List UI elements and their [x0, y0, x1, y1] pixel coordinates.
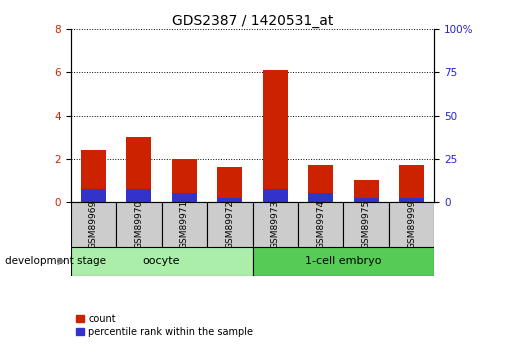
Bar [172, 159, 197, 202]
Text: GSM89974: GSM89974 [316, 200, 325, 249]
Legend: count, percentile rank within the sample: count, percentile rank within the sample [76, 314, 253, 337]
Bar [308, 193, 333, 202]
Bar [263, 189, 288, 202]
Bar [217, 197, 242, 202]
Text: GSM89971: GSM89971 [180, 200, 189, 249]
Bar [207, 202, 252, 247]
Title: GDS2387 / 1420531_at: GDS2387 / 1420531_at [172, 14, 333, 28]
Bar [308, 165, 333, 202]
Bar [263, 70, 288, 202]
Text: GSM89970: GSM89970 [134, 200, 143, 249]
Text: GSM89973: GSM89973 [271, 200, 280, 249]
Bar [389, 202, 434, 247]
Text: development stage: development stage [5, 256, 106, 266]
Text: oocyte: oocyte [143, 256, 180, 266]
Bar [126, 137, 152, 202]
Bar [162, 202, 207, 247]
Bar [71, 202, 116, 247]
Text: GSM89975: GSM89975 [362, 200, 371, 249]
Bar [252, 247, 434, 276]
Text: GSM89969: GSM89969 [89, 200, 98, 249]
Bar [343, 202, 389, 247]
Bar [116, 202, 162, 247]
Bar [217, 167, 242, 202]
Bar [126, 189, 152, 202]
Text: 1-cell embryo: 1-cell embryo [305, 256, 382, 266]
Bar [399, 165, 424, 202]
Bar [81, 189, 106, 202]
Bar [354, 197, 379, 202]
Bar [298, 202, 343, 247]
Text: GSM89999: GSM89999 [407, 200, 416, 249]
Bar [71, 247, 252, 276]
Bar [81, 150, 106, 202]
Bar [399, 197, 424, 202]
Text: GSM89972: GSM89972 [225, 200, 234, 249]
Bar [252, 202, 298, 247]
Bar [172, 193, 197, 202]
Bar [354, 180, 379, 202]
